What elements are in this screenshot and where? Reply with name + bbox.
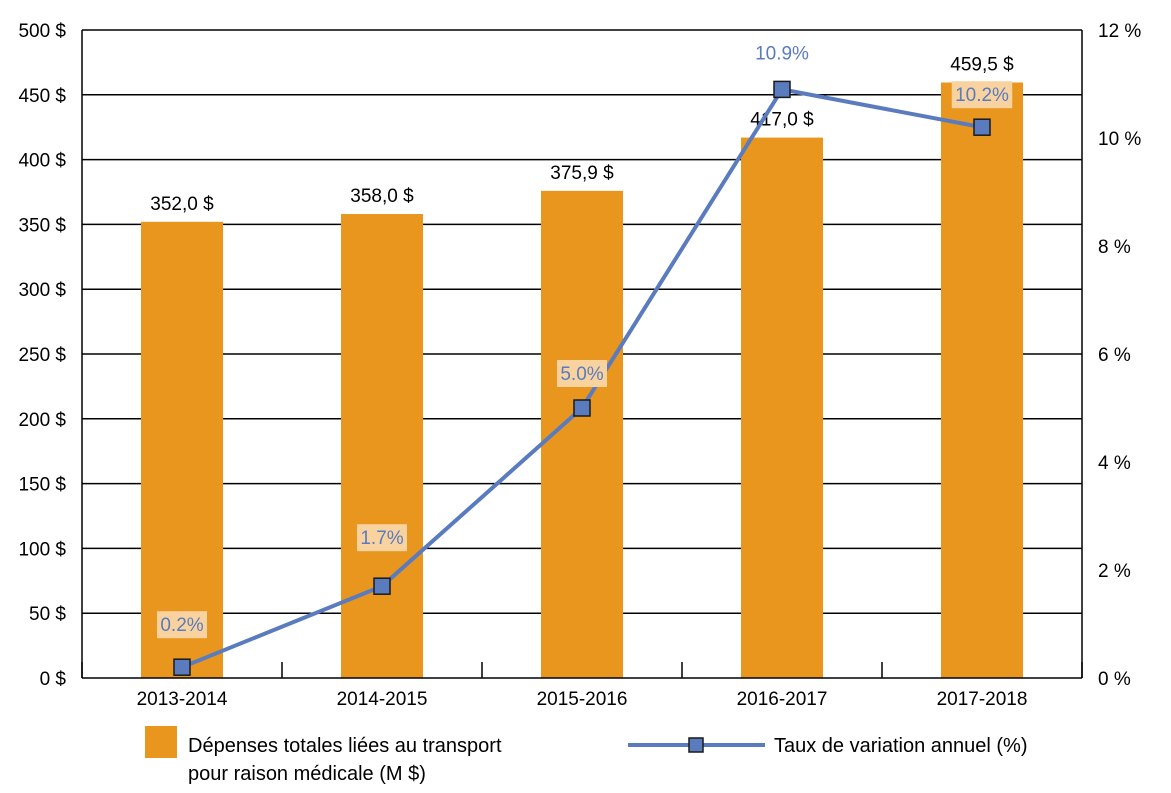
line-series [173, 80, 991, 676]
left-tick-label: 300 $ [18, 280, 66, 301]
left-tick-label: 150 $ [18, 475, 66, 496]
legend-line-marker [688, 737, 704, 753]
left-tick-label: 0 $ [40, 669, 67, 690]
line-point-marker [573, 399, 591, 417]
right-tick-label: 4 % [1098, 453, 1131, 474]
line-value-label: 0.2% [157, 611, 207, 639]
x-tick-label: 2017-2018 [937, 689, 1028, 710]
line-point-marker [173, 658, 191, 676]
x-tick-label: 2013-2014 [137, 689, 228, 710]
right-tick-label: 2 % [1098, 561, 1131, 582]
line-value-label-text: 10.9% [755, 43, 809, 64]
right-tick-label: 12 % [1098, 21, 1141, 42]
left-tick-label: 450 $ [18, 86, 66, 107]
left-axis-ticks: 0 $ 50 $ 100 $ 150 $ 200 $ 250 $ 300 $ 350 $ 400… [18, 21, 66, 690]
x-axis-ticks: 2013-2014 2014-2015 2015-2016 2016-2017 2017… [137, 689, 1028, 710]
line-value-label: 10.9% [755, 43, 809, 64]
line-value-label: 5.0% [557, 360, 607, 387]
bar-value-labels: 352,0 $358,0 $375,9 $417,0 $459,5 $ [150, 54, 1014, 214]
line-value-labels: 0.2% 1.7% 5.0% 10.9% 10.2% [157, 43, 1013, 639]
right-tick-label: 8 % [1098, 237, 1131, 258]
bar-series [141, 82, 1023, 679]
left-tick-label: 250 $ [18, 345, 66, 366]
line-value-label-text: 5.0% [560, 364, 603, 385]
left-tick-label: 50 $ [29, 604, 66, 625]
line-value-label-text: 1.7% [360, 528, 403, 549]
left-tick-label: 350 $ [18, 215, 66, 236]
line-value-label-bg [951, 81, 1013, 109]
bar-value-label: 358,0 $ [350, 186, 414, 207]
right-tick-label: 6 % [1098, 345, 1131, 366]
line-point-marker [973, 118, 991, 136]
bar-value-label: 352,0 $ [150, 194, 214, 215]
left-tick-label: 100 $ [18, 539, 66, 560]
x-tick-label: 2014-2015 [337, 689, 428, 710]
axes [81, 30, 1083, 679]
right-tick-label: 10 % [1098, 129, 1141, 150]
legend: Dépenses totales liées au transport pour… [145, 726, 1027, 785]
line-value-label-bg [157, 611, 207, 639]
line-point-marker [773, 80, 791, 99]
bar [141, 221, 223, 679]
line-value-label-text: 10.2% [955, 85, 1009, 106]
bar [341, 214, 423, 679]
legend-bar-label-line2: pour raison médicale (M $) [188, 763, 426, 785]
line-value-label-bg [557, 360, 607, 387]
left-tick-label: 400 $ [18, 151, 66, 172]
right-tick-label: 0 % [1098, 669, 1131, 690]
bar-value-label: 375,9 $ [550, 163, 614, 184]
line-point-marker [373, 577, 391, 595]
bar-value-label: 459,5 $ [950, 54, 1014, 75]
left-tick-label: 500 $ [18, 21, 66, 42]
right-axis-ticks: 0 % 2 % 4 % 6 % 8 % 10 % 12 % [1098, 21, 1141, 690]
x-tick-label: 2016-2017 [737, 689, 828, 710]
x-tick-label: 2015-2016 [537, 689, 628, 710]
bar [741, 137, 823, 678]
line-value-label: 10.2% [951, 81, 1013, 109]
line-value-label-text: 0.2% [160, 615, 203, 636]
legend-line-label: Taux de variation annuel (%) [774, 735, 1027, 757]
legend-bar-swatch [145, 726, 177, 758]
line-value-label-bg [357, 524, 407, 552]
line-value-label: 1.7% [357, 524, 407, 552]
legend-bar-label-line1: Dépenses totales liées au transport [188, 735, 502, 757]
bar [941, 82, 1023, 679]
left-tick-label: 200 $ [18, 410, 66, 431]
